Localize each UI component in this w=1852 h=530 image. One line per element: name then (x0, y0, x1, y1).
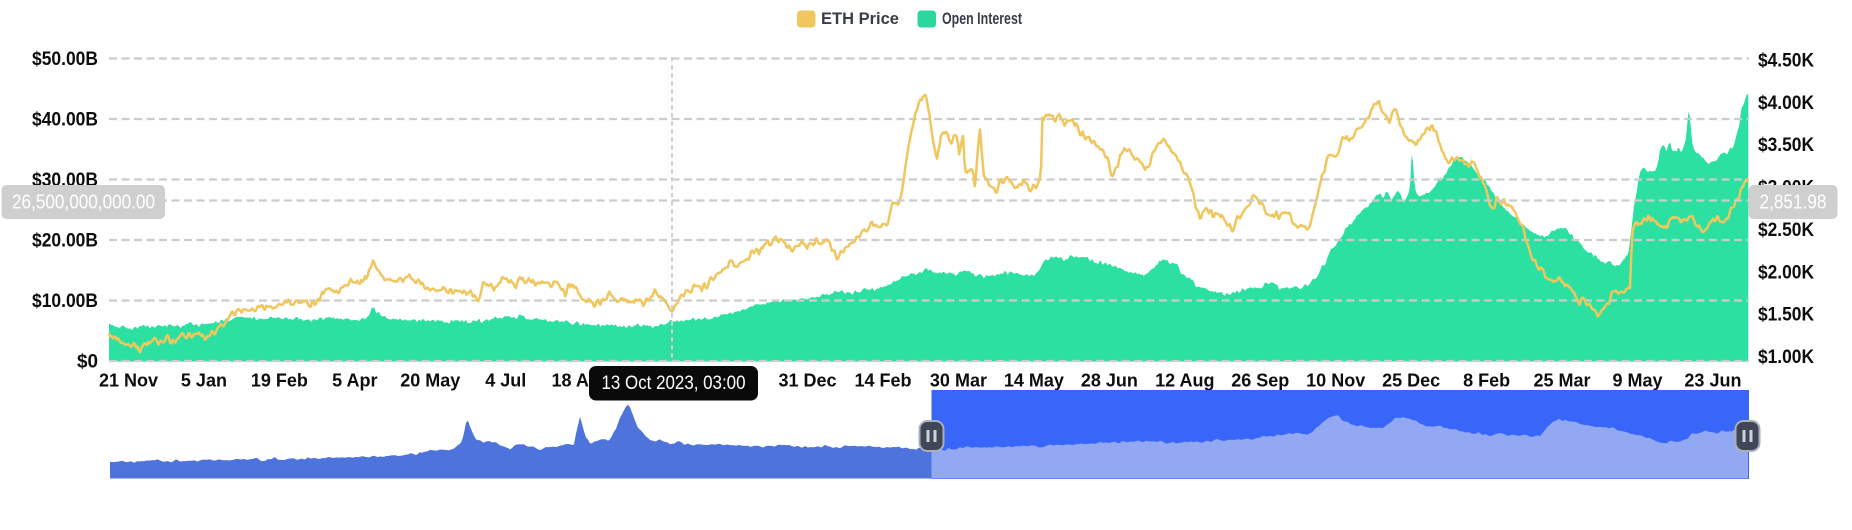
svg-text:26,500,000,000.00: 26,500,000,000.00 (12, 191, 155, 213)
svg-text:10 Nov: 10 Nov (1306, 370, 1365, 390)
svg-text:$4.00K: $4.00K (1758, 93, 1814, 114)
svg-text:21 Nov: 21 Nov (99, 370, 158, 390)
svg-text:$1.00K: $1.00K (1758, 347, 1814, 368)
svg-text:5 Jan: 5 Jan (181, 370, 227, 390)
svg-text:$4.50K: $4.50K (1758, 51, 1814, 72)
svg-text:$2.50K: $2.50K (1758, 220, 1814, 241)
svg-text:31 Dec: 31 Dec (779, 370, 837, 390)
svg-text:28 Jun: 28 Jun (1081, 370, 1138, 390)
svg-text:13 Oct 2023, 03:00: 13 Oct 2023, 03:00 (602, 373, 746, 394)
svg-text:20 May: 20 May (400, 370, 460, 390)
svg-text:9 May: 9 May (1612, 370, 1662, 390)
svg-text:$0: $0 (77, 352, 98, 373)
svg-text:4 Jul: 4 Jul (485, 370, 526, 390)
svg-text:$40.00B: $40.00B (32, 110, 98, 131)
svg-text:2,851.98: 2,851.98 (1760, 191, 1827, 213)
svg-text:19 Feb: 19 Feb (251, 370, 308, 390)
svg-text:26 Sep: 26 Sep (1231, 370, 1289, 390)
svg-text:$1.50K: $1.50K (1758, 305, 1814, 326)
svg-text:ETH Price: ETH Price (821, 10, 899, 28)
svg-text:$10.00B: $10.00B (32, 291, 98, 312)
svg-text:12 Aug: 12 Aug (1155, 370, 1214, 390)
svg-text:25 Dec: 25 Dec (1382, 370, 1440, 390)
svg-text:$50.00B: $50.00B (32, 49, 98, 70)
svg-text:Open Interest: Open Interest (942, 10, 1022, 28)
svg-text:5 Apr: 5 Apr (332, 370, 377, 390)
svg-text:14 May: 14 May (1004, 370, 1064, 390)
svg-text:$3.50K: $3.50K (1758, 135, 1814, 156)
svg-text:30 Mar: 30 Mar (930, 370, 987, 390)
svg-text:8 Feb: 8 Feb (1463, 370, 1510, 390)
svg-text:$2.00K: $2.00K (1758, 262, 1814, 283)
svg-text:$20.00B: $20.00B (32, 231, 98, 252)
svg-text:25 Mar: 25 Mar (1534, 370, 1591, 390)
svg-text:14 Feb: 14 Feb (854, 370, 911, 390)
svg-text:23 Jun: 23 Jun (1684, 370, 1741, 390)
